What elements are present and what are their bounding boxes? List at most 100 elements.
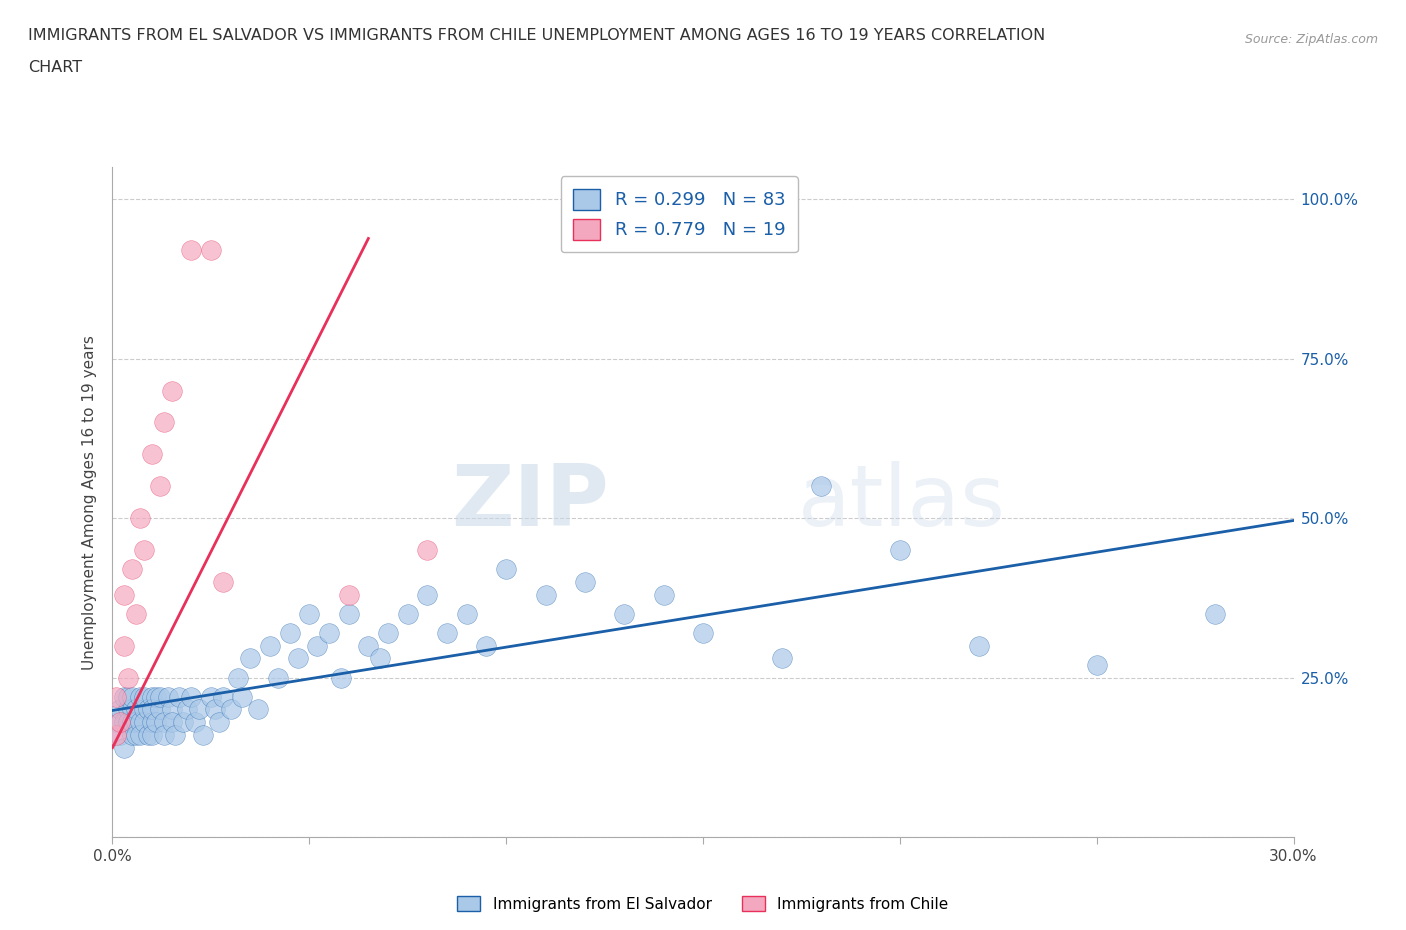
Point [1085,658,1108,672]
Point [1204,606,1226,621]
Point [132,689,155,704]
Point [112,740,135,755]
Point [110,702,132,717]
Y-axis label: Unemployment Among Ages 16 to 19 years: Unemployment Among Ages 16 to 19 years [82,335,97,670]
Point [149,479,172,494]
Point [125,606,148,621]
Point [231,689,253,704]
Point [129,727,152,742]
Point [152,715,174,730]
Point [112,587,135,602]
Point [298,606,321,621]
Text: CHART: CHART [28,60,82,75]
Point [152,415,174,430]
Point [125,727,148,742]
Point [247,702,270,717]
Point [188,702,211,717]
Point [132,715,155,730]
Text: ZIP: ZIP [451,460,609,544]
Point [132,702,155,717]
Legend: R = 0.299   N = 83, R = 0.779   N = 19: R = 0.299 N = 83, R = 0.779 N = 19 [561,177,799,252]
Point [692,626,714,641]
Text: Source: ZipAtlas.com: Source: ZipAtlas.com [1244,33,1378,46]
Point [105,727,128,742]
Point [810,479,832,494]
Point [239,651,262,666]
Point [117,702,139,717]
Point [110,715,132,730]
Point [200,243,222,258]
Point [416,587,439,602]
Point [534,587,557,602]
Point [219,702,242,717]
Point [145,715,167,730]
Point [129,689,152,704]
Point [613,606,636,621]
Point [105,715,128,730]
Point [125,715,148,730]
Point [337,606,360,621]
Point [156,689,179,704]
Point [165,727,187,742]
Point [770,651,793,666]
Text: IMMIGRANTS FROM EL SALVADOR VS IMMIGRANTS FROM CHILE UNEMPLOYMENT AMONG AGES 16 : IMMIGRANTS FROM EL SALVADOR VS IMMIGRANT… [28,28,1046,43]
Point [191,727,214,742]
Point [121,715,143,730]
Point [121,702,143,717]
Point [117,715,139,730]
Point [112,689,135,704]
Point [160,702,183,717]
Point [149,689,172,704]
Point [145,689,167,704]
Point [141,715,163,730]
Point [208,715,231,730]
Point [211,689,233,704]
Point [129,511,152,525]
Point [495,562,517,577]
Point [121,689,143,704]
Point [117,689,139,704]
Point [141,727,163,742]
Point [307,638,329,653]
Point [152,727,174,742]
Point [889,542,911,557]
Point [180,689,202,704]
Point [180,243,202,258]
Point [368,651,391,666]
Point [396,606,419,621]
Point [228,671,250,685]
Point [136,702,159,717]
Point [160,715,183,730]
Point [160,383,183,398]
Point [278,626,301,641]
Point [318,626,340,641]
Point [136,727,159,742]
Legend: Immigrants from El Salvador, Immigrants from Chile: Immigrants from El Salvador, Immigrants … [451,889,955,918]
Point [574,575,596,590]
Point [125,702,148,717]
Point [141,447,163,462]
Point [259,638,281,653]
Point [105,689,128,704]
Point [169,689,191,704]
Point [110,727,132,742]
Point [184,715,207,730]
Point [200,689,222,704]
Point [141,702,163,717]
Point [475,638,498,653]
Point [117,671,139,685]
Point [176,702,198,717]
Point [267,671,290,685]
Text: atlas: atlas [797,460,1005,544]
Point [132,542,155,557]
Point [652,587,675,602]
Point [112,715,135,730]
Point [456,606,478,621]
Point [337,587,360,602]
Point [112,638,135,653]
Point [204,702,226,717]
Point [287,651,309,666]
Point [329,671,352,685]
Point [377,626,399,641]
Point [149,702,172,717]
